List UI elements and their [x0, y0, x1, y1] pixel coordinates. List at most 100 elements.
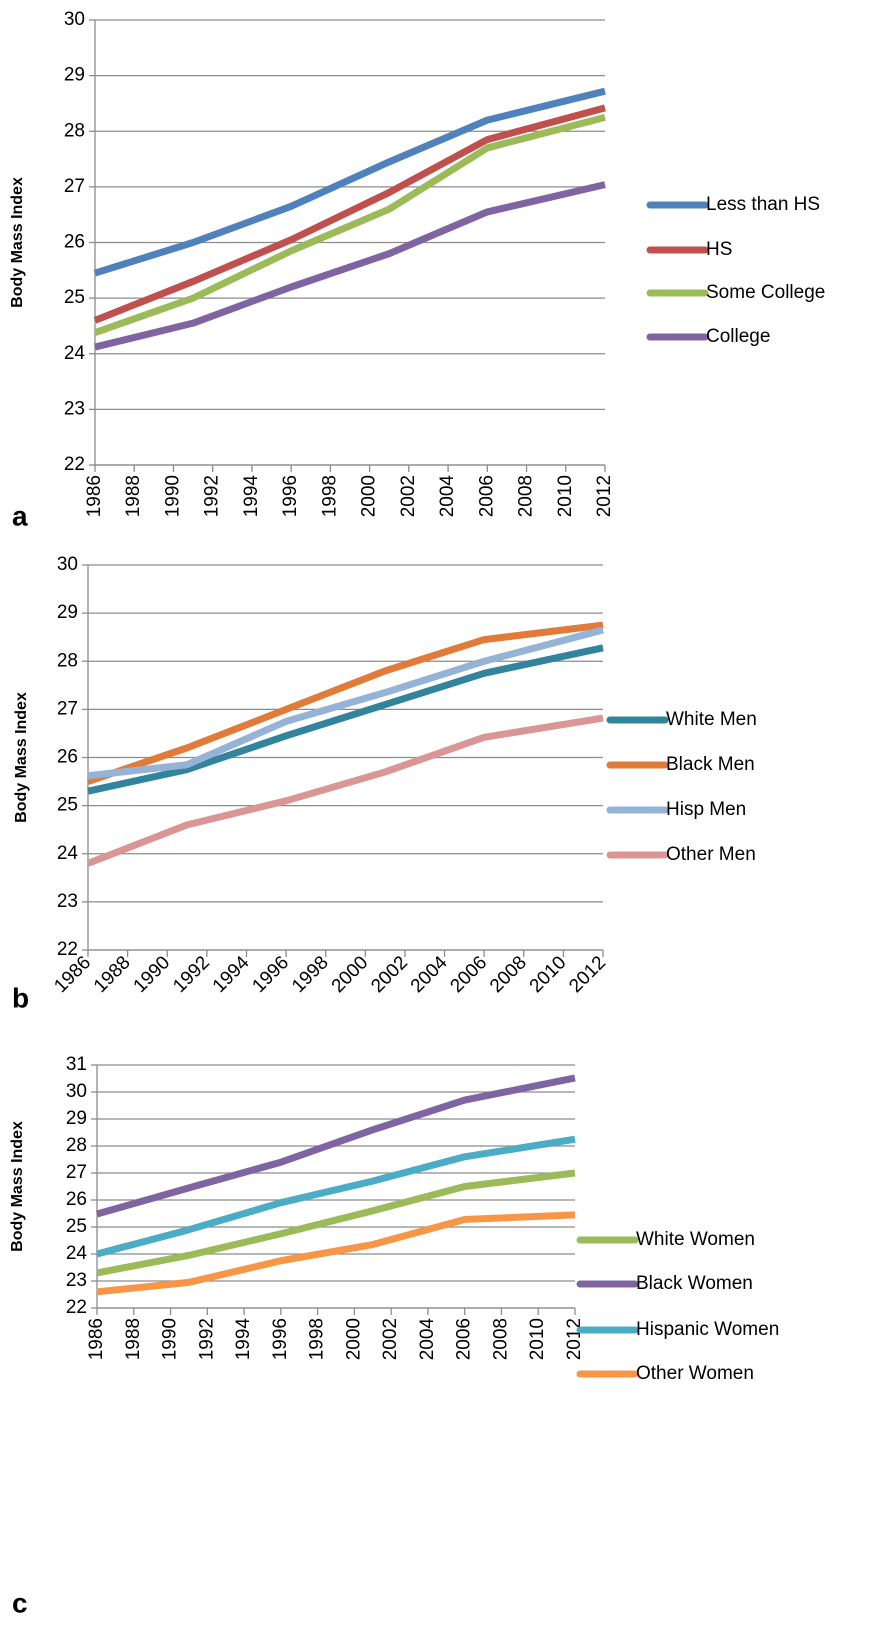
x-tick-label: 2008 [486, 952, 531, 997]
x-tick-label: 1994 [233, 1318, 254, 1361]
legend-label: Other Women [636, 1363, 754, 1384]
y-axis-title: Body Mass Index [13, 692, 30, 823]
y-tick-label: 29 [64, 65, 85, 86]
series-line [96, 1135, 576, 1258]
legend-label: Less than HS [706, 194, 820, 215]
x-tick-label: 1998 [307, 1318, 328, 1360]
x-tick-label: 2002 [398, 475, 419, 517]
x-tick-label: 2006 [446, 952, 491, 997]
y-tick-label: 27 [57, 698, 78, 719]
y-tick-label: 23 [64, 398, 85, 419]
x-tick-label: 2008 [490, 1318, 511, 1360]
series-line [93, 113, 606, 336]
y-tick-label: 30 [64, 9, 85, 30]
series-line [93, 104, 606, 324]
x-tick-label: 2000 [343, 1318, 364, 1360]
x-tick-label: 1992 [169, 952, 214, 997]
series-line [96, 1169, 576, 1277]
x-tick-label: 1994 [241, 475, 262, 518]
legend-label: Black Men [666, 754, 755, 775]
x-tick-label: 1988 [123, 475, 144, 517]
y-tick-label: 28 [64, 120, 85, 141]
x-tick-label: 1996 [280, 475, 301, 517]
legend-label: White Men [666, 709, 757, 730]
y-axis-title: Body Mass Index [9, 177, 26, 308]
y-tick-label: 25 [66, 1216, 87, 1237]
x-tick-label: 2010 [555, 475, 576, 517]
legend-label: Hispanic Women [636, 1319, 779, 1340]
x-tick-label: 2000 [359, 475, 380, 517]
y-tick-label: 23 [57, 891, 78, 912]
x-tick-label: 2012 [594, 475, 615, 517]
y-tick-label: 24 [66, 1243, 88, 1264]
x-tick-label: 2004 [407, 952, 452, 997]
y-axis-title: Body Mass Index [9, 1121, 26, 1252]
x-tick-label: 2010 [527, 1318, 548, 1360]
series-line [86, 714, 604, 867]
x-tick-label: 1992 [196, 1318, 217, 1360]
y-tick-label: 27 [64, 176, 85, 197]
x-tick-label: 2006 [476, 475, 497, 517]
y-tick-label: 23 [66, 1270, 87, 1291]
x-tick-label: 2012 [564, 1318, 585, 1360]
y-tick-label: 29 [57, 602, 78, 623]
x-tick-label: 1996 [270, 1318, 291, 1360]
x-tick-label: 1988 [90, 952, 135, 997]
panel-label: c [12, 1587, 28, 1618]
x-tick-label: 2012 [565, 952, 610, 997]
y-tick-label: 25 [57, 795, 78, 816]
x-tick-label: 2002 [367, 952, 412, 997]
x-tick-label: 1996 [248, 952, 293, 997]
x-tick-label: 2000 [328, 952, 373, 997]
y-tick-label: 26 [57, 747, 78, 768]
x-tick-label: 1986 [86, 1318, 107, 1360]
y-tick-label: 22 [64, 454, 85, 475]
y-tick-label: 30 [57, 554, 78, 575]
x-tick-label: 1992 [202, 475, 223, 517]
x-tick-label: 1998 [319, 475, 340, 517]
y-tick-label: 26 [64, 232, 85, 253]
legend-label: Some College [706, 282, 825, 303]
x-tick-label: 1994 [209, 952, 254, 997]
legend-label: Other Men [666, 844, 756, 865]
y-tick-label: 28 [57, 650, 78, 671]
x-tick-label: 2002 [380, 1318, 401, 1360]
x-tick-label: 1990 [162, 475, 183, 517]
series-line [87, 644, 604, 795]
x-tick-label: 2008 [516, 475, 537, 517]
y-tick-label: 22 [66, 1297, 87, 1318]
y-tick-label: 24 [57, 843, 79, 864]
legend-label: Hisp Men [666, 799, 746, 820]
y-tick-label: 30 [66, 1081, 87, 1102]
x-tick-label: 2006 [454, 1318, 475, 1360]
series-line [96, 1074, 576, 1218]
panel-label: a [12, 500, 28, 531]
legend-label: White Women [636, 1229, 755, 1250]
x-tick-label: 2010 [526, 952, 571, 997]
y-tick-label: 31 [66, 1054, 87, 1075]
y-tick-label: 24 [64, 343, 86, 364]
series-line [87, 626, 604, 780]
x-tick-label: 1986 [84, 475, 105, 517]
series-line [86, 621, 604, 785]
panel-label: b [12, 982, 29, 1013]
legend-label: College [706, 326, 770, 347]
y-tick-label: 29 [66, 1108, 87, 1129]
series-line [93, 87, 606, 277]
x-tick-label: 2004 [437, 475, 458, 518]
y-tick-label: 28 [66, 1135, 87, 1156]
x-tick-label: 1990 [160, 1318, 181, 1360]
series-line [96, 1211, 576, 1296]
x-tick-label: 1988 [123, 1318, 144, 1360]
x-tick-label: 2004 [417, 1318, 438, 1361]
legend-label: Black Women [636, 1273, 753, 1294]
legend-label: HS [706, 239, 732, 260]
x-tick-label: 1998 [288, 952, 333, 997]
y-tick-label: 26 [66, 1189, 87, 1210]
y-tick-label: 27 [66, 1162, 87, 1183]
y-tick-label: 22 [57, 939, 78, 960]
x-tick-label: 1990 [130, 952, 175, 997]
y-tick-label: 25 [64, 287, 85, 308]
series-line [94, 181, 606, 351]
